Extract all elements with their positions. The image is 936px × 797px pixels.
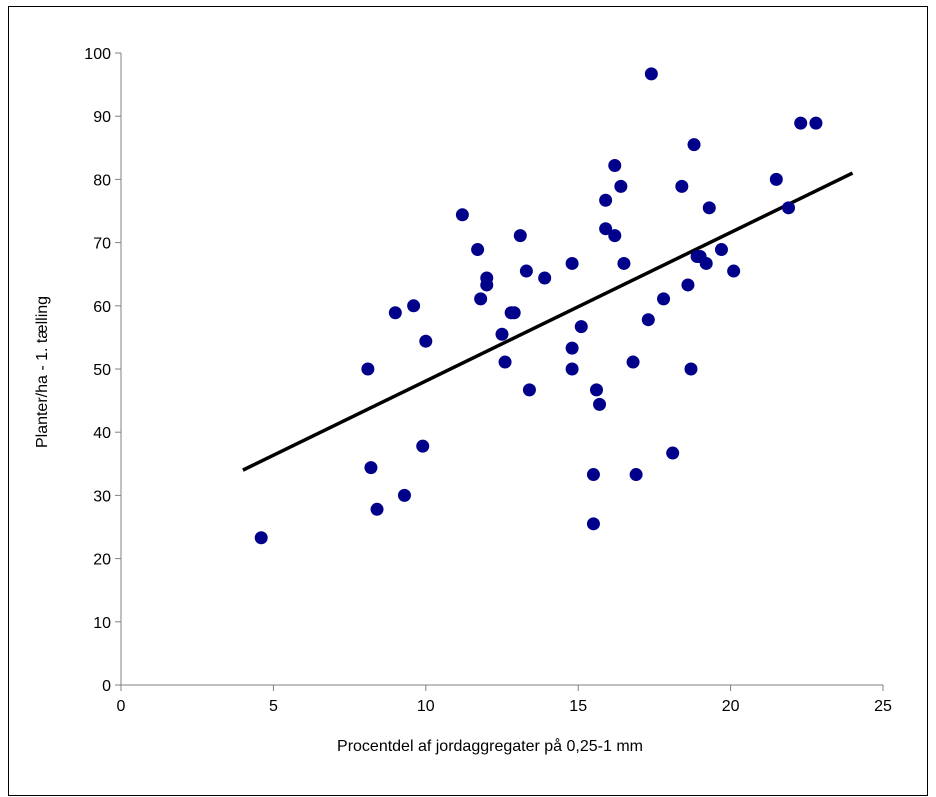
- data-point: [599, 193, 613, 207]
- data-point: [727, 264, 741, 278]
- data-point: [407, 299, 421, 313]
- data-point: [480, 278, 494, 292]
- y-tick-label: 50: [93, 362, 111, 379]
- data-point: [666, 446, 680, 460]
- x-tick-label: 0: [117, 698, 126, 715]
- data-point: [471, 243, 485, 257]
- data-point: [684, 362, 698, 376]
- scatter-chart: 0 10 20 30 40 50 60 70 80 90 100 0 5 10 15 20 25 Procent…: [34, 46, 892, 755]
- data-point: [565, 362, 579, 376]
- data-point: [522, 383, 536, 397]
- data-point: [681, 278, 695, 292]
- data-point: [455, 208, 469, 222]
- x-tick-label: 20: [722, 698, 740, 715]
- data-point: [574, 320, 588, 334]
- y-tick-label: 40: [93, 425, 111, 442]
- data-point: [419, 334, 433, 348]
- ticks: 0 10 20 30 40 50 60 70 80 90 100 0 5 10 15 20 25: [84, 46, 892, 715]
- data-point: [519, 264, 533, 278]
- data-point: [254, 531, 268, 545]
- data-point: [629, 468, 643, 482]
- trendline: [242, 171, 854, 472]
- data-point: [782, 201, 796, 215]
- data-point: [687, 138, 701, 152]
- data-point: [513, 229, 527, 243]
- data-point: [699, 256, 713, 270]
- y-tick-label: 90: [93, 109, 111, 126]
- data-point: [608, 158, 622, 172]
- data-point: [589, 383, 603, 397]
- y-tick-label: 70: [93, 236, 111, 253]
- data-point: [388, 306, 402, 320]
- y-tick-label: 30: [93, 488, 111, 505]
- data-point: [565, 341, 579, 355]
- data-point: [657, 292, 671, 306]
- trendline-group: [242, 171, 854, 472]
- data-point: [794, 116, 808, 130]
- x-tick-label: 10: [417, 698, 435, 715]
- x-tick-label: 5: [269, 698, 278, 715]
- data-point: [416, 439, 430, 453]
- data-point: [565, 256, 579, 270]
- data-point: [474, 292, 488, 306]
- data-point: [593, 397, 607, 411]
- data-point: [617, 256, 631, 270]
- y-tick-label: 100: [84, 46, 111, 63]
- data-point: [702, 201, 716, 215]
- x-tick-label: 15: [569, 698, 587, 715]
- data-point: [608, 229, 622, 243]
- data-point: [364, 461, 378, 475]
- y-tick-label: 80: [93, 172, 111, 189]
- y-tick-label: 0: [102, 678, 111, 695]
- axes: [120, 53, 883, 686]
- data-point: [809, 116, 823, 130]
- data-point: [626, 355, 640, 369]
- y-tick-label: 60: [93, 299, 111, 316]
- data-point: [397, 488, 411, 502]
- chart-frame: 0 10 20 30 40 50 60 70 80 90 100 0 5 10 15 20 25 Procent…: [8, 6, 928, 796]
- data-point: [599, 222, 613, 236]
- y-axis-label: Planter/ha - 1. tælling: [34, 296, 51, 448]
- data-point: [361, 362, 375, 376]
- points-group: [254, 67, 823, 545]
- data-point: [507, 306, 521, 320]
- data-point: [586, 468, 600, 482]
- data-point: [675, 179, 689, 193]
- x-axis-label: Procentdel af jordaggregater på 0,25-1 m…: [337, 737, 643, 755]
- data-point: [769, 172, 783, 186]
- data-point: [538, 271, 552, 285]
- data-point: [498, 355, 512, 369]
- data-point: [644, 67, 658, 81]
- data-point: [495, 327, 509, 341]
- x-tick-label: 25: [874, 698, 892, 715]
- y-tick-label: 20: [93, 552, 111, 569]
- data-point: [614, 179, 628, 193]
- data-point: [641, 313, 655, 327]
- data-point: [714, 243, 728, 257]
- data-point: [370, 502, 384, 516]
- data-point: [586, 517, 600, 531]
- y-tick-label: 10: [93, 615, 111, 632]
